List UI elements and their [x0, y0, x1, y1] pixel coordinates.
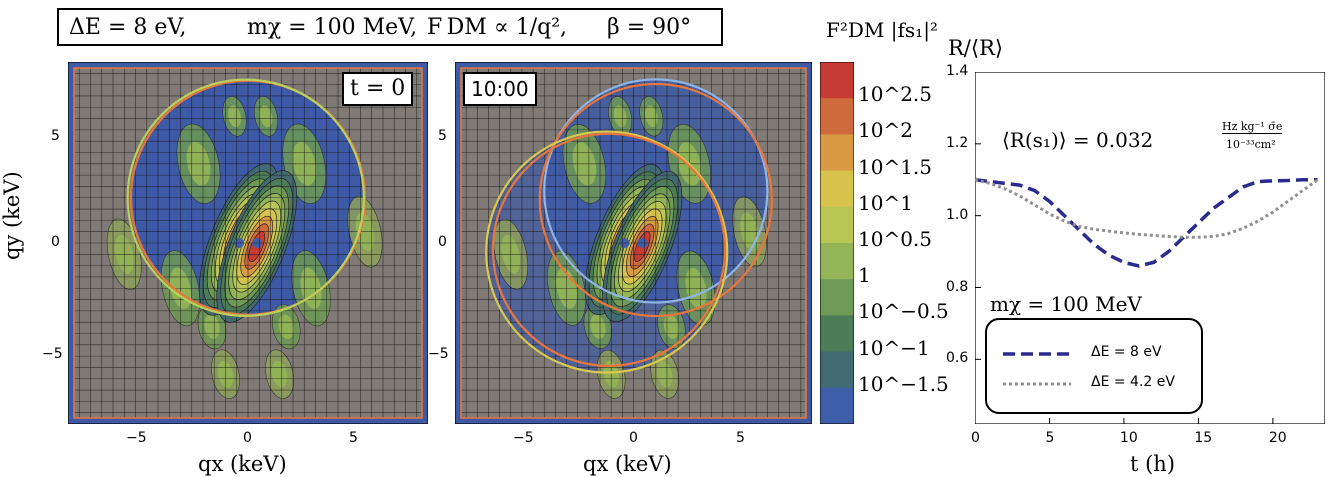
contour-lobe-inner [644, 105, 658, 128]
x-tick-label: 10 [1119, 430, 1138, 446]
contour-lobe-inner [590, 314, 606, 339]
colorbar [820, 62, 854, 424]
x-tick-a-neg5: −5 [126, 430, 147, 446]
domain-border [73, 67, 423, 419]
kinematic-circle [485, 130, 729, 374]
colorbar-swatch [820, 387, 854, 424]
colorbar-swatch [820, 134, 854, 172]
colorbar-label: 10^1.5 [858, 154, 933, 179]
colorbar-label: 1 [858, 263, 871, 288]
colorbar-label: 10^−1.5 [858, 371, 949, 396]
header-mass: mχ = 100 MeV, [247, 15, 418, 40]
colorbar-label: 10^2 [858, 118, 913, 143]
y-tick-label: 1.4 [946, 63, 969, 79]
legend-label-42ev: ΔE = 4.2 eV [1091, 374, 1175, 390]
colorbar-label: 10^2.5 [858, 82, 933, 107]
kinematic-circle [538, 82, 773, 318]
x-tick-label: 5 [1045, 430, 1055, 446]
colorbar-swatch [820, 98, 854, 135]
heatmap-panel-1000 [455, 62, 812, 424]
x-tick-label: 15 [1194, 430, 1213, 446]
colorbar-title: F²DM |fs₁|² [826, 18, 938, 42]
parameter-header: ΔE = 8 eV, mχ = 100 MeV, F DM ∝ 1/q², β … [57, 8, 723, 46]
header-beta: β = 90° [607, 15, 692, 40]
header-form-factor: F DM ∝ 1/q², [427, 15, 568, 40]
x-tick-a-0: 0 [243, 430, 252, 446]
colorbar-swatch [820, 351, 854, 389]
rate-annotation-numerator: Hz kg⁻¹ σ̄e [1222, 120, 1283, 134]
y-tick-label: 1.0 [946, 206, 969, 223]
x-tick-b-0: 0 [629, 430, 638, 446]
heatmap-panel-t0 [68, 62, 428, 424]
kinematic-circle [129, 79, 367, 316]
contour-lobe-inner [663, 314, 680, 339]
series-line-42ev [975, 178, 1319, 239]
mass-annotation: mχ = 100 MeV [990, 292, 1142, 316]
legend-swatches [1003, 352, 1071, 386]
contour-lobe-inner [259, 105, 273, 128]
x-tick-b-neg5: −5 [513, 430, 534, 446]
y-tick-b-neg5: −5 [428, 346, 449, 362]
header-delta-e: ΔE = 8 eV, [69, 15, 187, 40]
legend: ΔE = 8 eV ΔE = 4.2 eV [985, 318, 1203, 414]
series-line-8ev [975, 178, 1318, 268]
y-tick-a-0: 0 [51, 234, 60, 250]
colorbar-label: 10^−1 [858, 335, 930, 360]
x-tick-label: 0 [971, 430, 980, 446]
colorbar-swatch [820, 315, 854, 353]
panel-tag-1000: 10:00 [463, 72, 537, 106]
x-tick-b-5: 5 [736, 430, 745, 446]
contour-lobe-inner [278, 314, 294, 339]
colorbar-swatch [820, 206, 854, 244]
x-axis-title-b: qx (keV) [583, 452, 672, 476]
colorbar-label: 10^0.5 [858, 227, 933, 251]
contour-lobe-inner [613, 105, 627, 128]
colorbar-label: 10^1 [858, 190, 913, 215]
y-tick-label: 1.2 [946, 134, 969, 151]
colorbar-swatch [820, 279, 854, 316]
domain-border [460, 67, 807, 419]
contour-lobe-inner [204, 314, 220, 339]
y-tick-label: 0.8 [946, 278, 969, 295]
x-tick-label: 20 [1268, 430, 1287, 446]
y-axis-title-left: qy (keV) [0, 171, 24, 260]
y-axis-title-right: R/⟨R⟩ [948, 36, 1004, 60]
colorbar-swatch [820, 62, 854, 99]
panel-tag-t0: t = 0 [342, 72, 414, 106]
y-tick-b-5: 5 [438, 128, 447, 144]
y-tick-a-neg5: −5 [42, 346, 63, 362]
kinematic-circle [126, 78, 365, 317]
y-tick-b-0: 0 [438, 234, 447, 250]
contour-lobe-inner [228, 105, 241, 128]
colorbar-swatch [820, 243, 854, 280]
y-tick-label: 0.6 [946, 350, 969, 367]
y-tick-a-5: 5 [51, 128, 60, 144]
colorbar-label: 10^−0.5 [858, 299, 949, 324]
x-axis-title-a: qx (keV) [198, 452, 287, 476]
legend-label-8ev: ΔE = 8 eV [1091, 344, 1162, 360]
rate-annotation: ⟨R(s₁)⟩ = 0.032 [1002, 128, 1154, 152]
x-tick-a-5: 5 [349, 430, 358, 446]
kinematic-circle [543, 78, 769, 304]
colorbar-swatch [820, 170, 854, 208]
x-axis-title-right: t (h) [1130, 452, 1176, 476]
kinematic-circle [491, 132, 727, 367]
rate-annotation-denominator: 10⁻³³cm² [1226, 138, 1276, 151]
